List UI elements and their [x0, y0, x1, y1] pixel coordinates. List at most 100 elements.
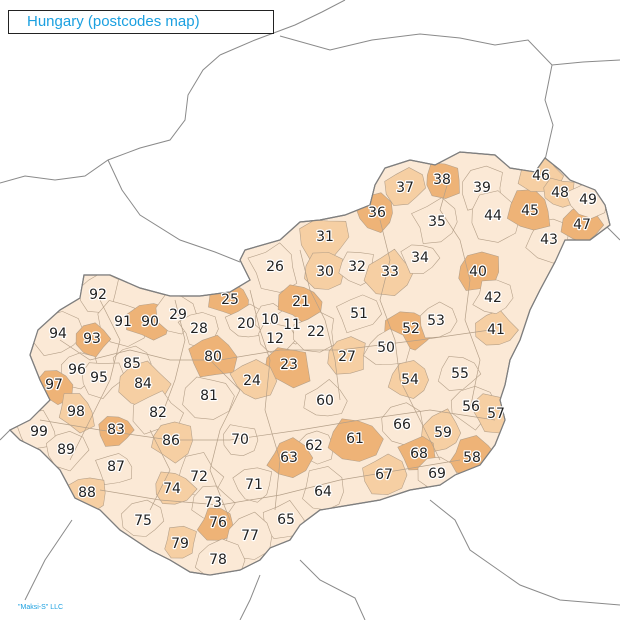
postcode-region-54	[387, 360, 429, 399]
postcode-label-52: 52	[402, 321, 420, 337]
postcode-label-68: 68	[410, 446, 428, 462]
postcode-regions	[16, 152, 608, 575]
map-title: Hungary (postcodes map)	[27, 13, 200, 30]
postcode-region-50	[363, 328, 411, 365]
postcode-region-79	[164, 525, 197, 559]
postcode-label-80: 80	[204, 349, 222, 365]
postcode-region-41	[475, 309, 519, 346]
postcode-label-85: 85	[123, 356, 141, 372]
postcode-region-31	[299, 219, 350, 262]
postcode-label-56: 56	[462, 399, 480, 415]
postcode-region-60	[303, 379, 348, 417]
postcode-label-57: 57	[487, 406, 505, 422]
postcode-region-27	[327, 336, 366, 375]
postcode-region-80	[188, 334, 238, 378]
border-serbia	[299, 559, 366, 620]
postcode-region-81	[182, 376, 235, 420]
postcode-label-32: 32	[348, 259, 366, 275]
postcode-label-50: 50	[377, 340, 395, 356]
postcode-region-63	[266, 437, 314, 479]
postcode-label-24: 24	[243, 373, 261, 389]
postcode-label-75: 75	[134, 513, 152, 529]
postcode-region-61	[327, 418, 384, 462]
postcode-label-81: 81	[200, 388, 218, 404]
postcode-region-51	[336, 294, 383, 334]
border-czechia-slovakia	[219, 0, 346, 56]
postcode-label-10: 10	[261, 312, 279, 328]
postcode-label-34: 34	[411, 250, 429, 266]
postcode-label-86: 86	[162, 433, 180, 449]
postcode-label-91: 91	[114, 314, 132, 330]
border-croatia-serbia	[239, 574, 261, 620]
border-slovakia-poland	[279, 33, 620, 66]
postcode-label-89: 89	[57, 442, 75, 458]
postcode-region-75	[121, 499, 165, 537]
postcode-label-46: 46	[532, 168, 550, 184]
postcode-label-36: 36	[368, 205, 386, 221]
postcode-region-42	[472, 279, 514, 315]
postcode-region-35	[411, 197, 458, 244]
postcode-region-78	[194, 538, 246, 575]
postcode-label-90: 90	[141, 314, 159, 330]
postcode-label-83: 83	[107, 422, 125, 438]
postcode-label-43: 43	[540, 232, 558, 248]
postcode-label-65: 65	[277, 512, 295, 528]
postcode-label-39: 39	[473, 180, 491, 196]
postcode-region-67	[362, 453, 408, 495]
border-slovakia-ukraine	[544, 64, 554, 161]
postcode-region-24	[229, 359, 278, 400]
postcode-label-93: 93	[83, 331, 101, 347]
border-croatia-south	[0, 429, 73, 601]
postcode-label-49: 49	[579, 192, 597, 208]
postcode-region-95	[81, 362, 126, 399]
postcode-label-67: 67	[375, 467, 393, 483]
postcode-region-64	[302, 466, 344, 511]
border-romania-serbia	[429, 499, 620, 606]
postcode-label-84: 84	[134, 376, 152, 392]
postcode-label-12: 12	[266, 331, 284, 347]
postcode-label-70: 70	[231, 432, 249, 448]
postcode-label-27: 27	[338, 349, 356, 365]
postcode-region-38	[426, 162, 460, 199]
postcode-label-51: 51	[350, 306, 368, 322]
postcode-region-48	[543, 177, 575, 208]
map-title-box: Hungary (postcodes map)	[8, 10, 274, 34]
postcode-label-59: 59	[434, 425, 452, 441]
postcode-label-60: 60	[316, 393, 334, 409]
postcode-label-98: 98	[67, 404, 85, 420]
postcode-label-23: 23	[280, 357, 298, 373]
postcode-region-98	[58, 393, 95, 434]
postcode-region-34	[400, 244, 441, 275]
postcode-label-72: 72	[190, 469, 208, 485]
postcode-region-87	[95, 453, 133, 485]
postcode-label-79: 79	[171, 536, 189, 552]
postcode-region-33	[363, 248, 414, 297]
postcode-label-31: 31	[316, 229, 334, 245]
postcode-label-11: 11	[283, 317, 301, 333]
postcode-label-29: 29	[169, 307, 187, 323]
postcode-label-47: 47	[573, 217, 591, 233]
postcode-label-92: 92	[89, 287, 107, 303]
postcode-label-82: 82	[149, 405, 167, 421]
postcode-label-37: 37	[396, 180, 414, 196]
postcode-label-28: 28	[190, 321, 208, 337]
postcode-label-35: 35	[428, 214, 446, 230]
postcode-label-64: 64	[314, 484, 332, 500]
postcode-region-44	[471, 190, 521, 243]
postcode-label-74: 74	[163, 481, 181, 497]
map-credit: "Maksi-S" LLC	[18, 604, 64, 611]
postcode-region-71	[232, 467, 273, 503]
postcode-label-45: 45	[521, 203, 539, 219]
postcode-region-89	[45, 430, 90, 472]
region-borders	[39, 174, 496, 521]
postcode-label-99: 99	[30, 424, 48, 440]
postcode-label-25: 25	[221, 292, 239, 308]
postcode-label-94: 94	[49, 326, 67, 342]
postcode-region-45	[506, 189, 551, 231]
postcode-label-66: 66	[393, 417, 411, 433]
postcode-label-41: 41	[487, 322, 505, 338]
postcode-label-42: 42	[484, 290, 502, 306]
postcode-region-20	[224, 303, 268, 338]
postcode-label-96: 96	[68, 362, 86, 378]
